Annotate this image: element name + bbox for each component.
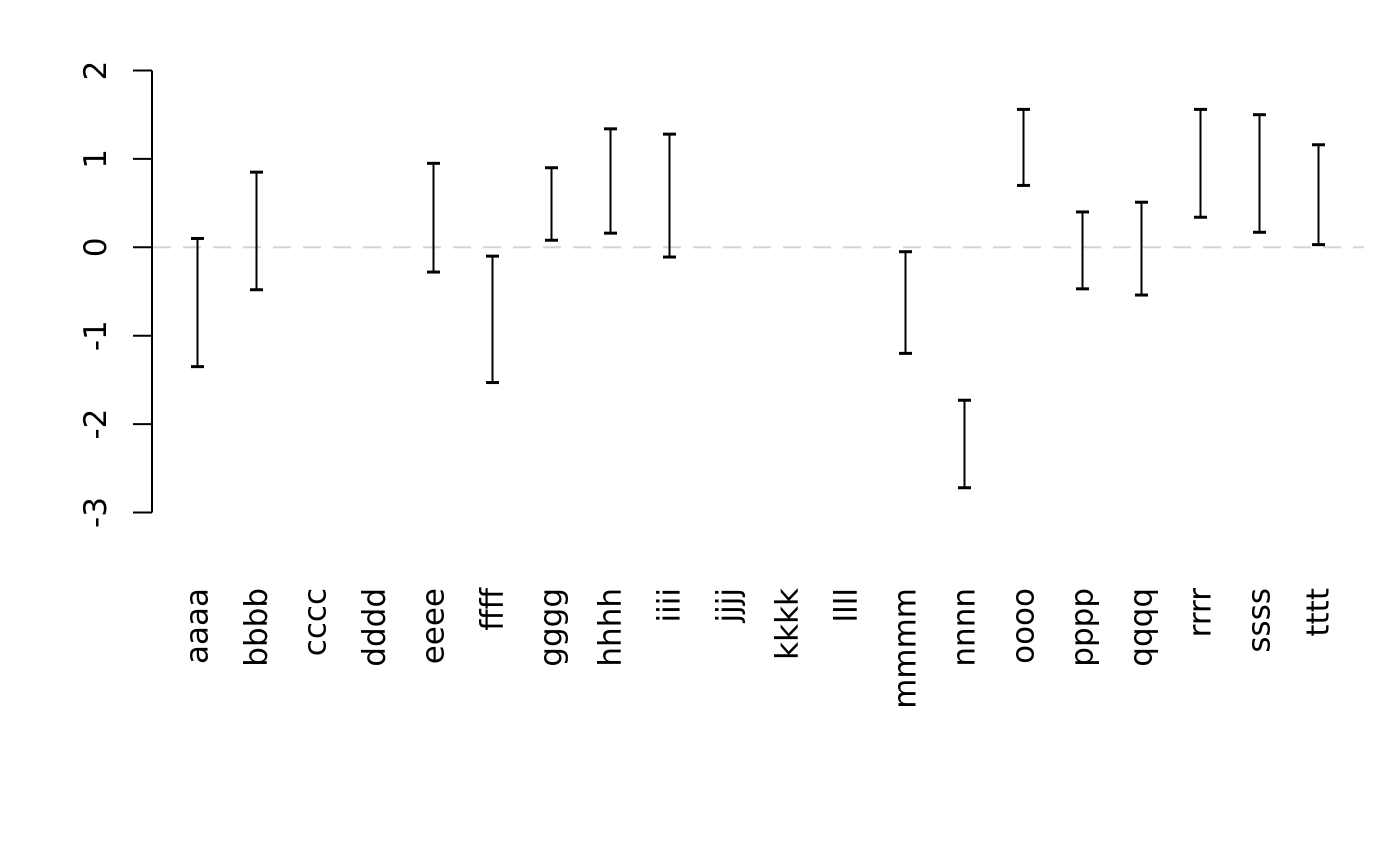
y-tick-label: 1 [78, 149, 114, 169]
y-tick-label: -3 [78, 497, 114, 528]
error-bar [663, 132, 676, 259]
x-tick-label: aaaa [180, 588, 216, 664]
x-tick-label: ssss [1242, 588, 1278, 653]
error-bar [899, 250, 912, 355]
x-tick-label: ffff [475, 587, 511, 630]
x-tick-label: cccc [298, 588, 334, 656]
error-bar [1135, 200, 1148, 297]
error-bar [486, 254, 499, 385]
x-tick-label: qqqq [1124, 588, 1160, 667]
error-bar [1312, 143, 1325, 247]
y-tick-label: -1 [78, 320, 114, 351]
x-tick-label: gggg [534, 588, 570, 667]
error-bar [1017, 107, 1030, 187]
x-tick-label: jjjj [711, 588, 747, 623]
error-bar [545, 166, 558, 242]
y-tick-label: -2 [78, 409, 114, 440]
x-tick-label: pppp [1065, 588, 1101, 667]
x-tick-label: kkkk [770, 588, 806, 660]
error-bar [1253, 113, 1266, 234]
error-bar [427, 161, 440, 274]
y-tick-label: 2 [78, 61, 114, 81]
x-tick-label: rrrr [1183, 588, 1219, 638]
error-bars [191, 107, 1325, 490]
x-axis-labels: aaaa bbbb cccc dddd eeee ffff gggg hhhh iiii jjjj… [180, 587, 1337, 708]
x-tick-label: bbbb [239, 588, 275, 667]
x-tick-label: iiii [652, 588, 688, 622]
x-tick-label: dddd [357, 588, 393, 667]
x-tick-label: eeee [416, 588, 452, 664]
x-tick-label: oooo [1006, 588, 1042, 664]
x-tick-label: hhhh [593, 588, 629, 667]
x-tick-label: mmmm [888, 588, 924, 709]
error-bar [1076, 210, 1089, 291]
error-bar [604, 127, 617, 235]
x-tick-label: llll [829, 588, 865, 622]
y-tick-label: 0 [78, 237, 114, 257]
y-axis: 2 1 0 -1 -2 -3 [78, 61, 153, 528]
x-tick-label: nnnn [947, 588, 983, 667]
error-bar [191, 236, 204, 369]
x-tick-label: tttt [1301, 588, 1337, 637]
error-bar [1194, 107, 1207, 219]
error-bar [958, 398, 971, 490]
error-bar [250, 170, 263, 292]
